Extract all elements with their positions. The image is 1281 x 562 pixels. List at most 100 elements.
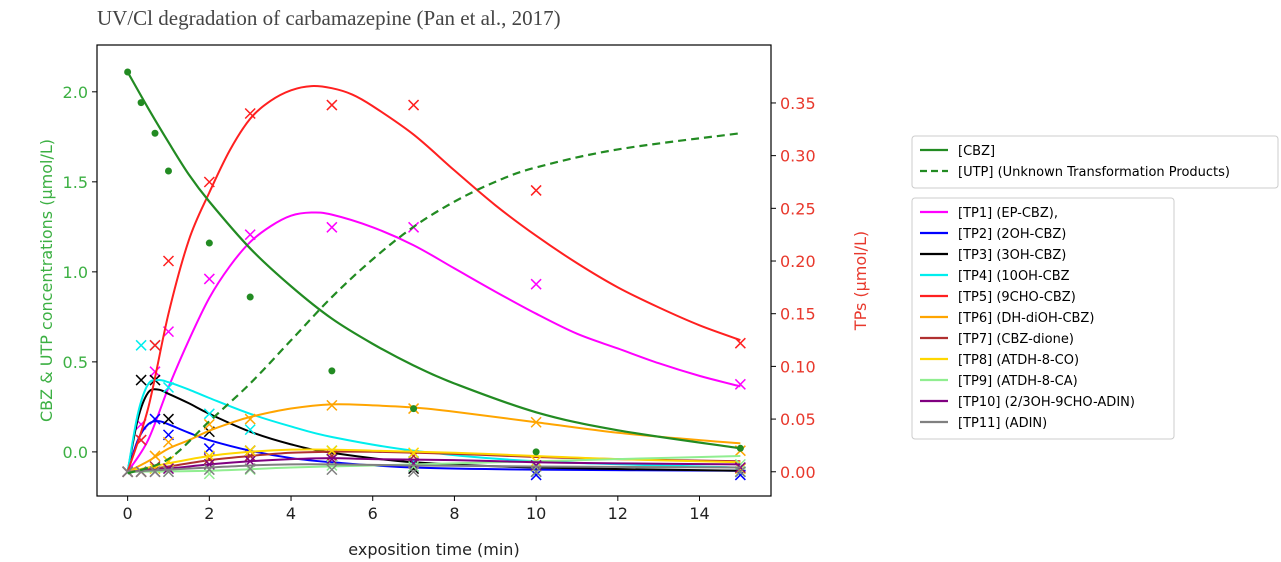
- data-point-cbz: [137, 99, 145, 107]
- x-tick-label: 8: [449, 504, 459, 523]
- series-line-tp8-atdh-8-co: [127, 448, 741, 473]
- legend-entry-cbz: [CBZ]: [958, 144, 995, 159]
- x-tick-label: 12: [608, 504, 628, 523]
- legend-cbz-utp: [CBZ] [UTP] (Unknown Transformation Produ…: [911, 135, 1279, 189]
- data-point-tp5-9cho-cbz: [244, 107, 256, 120]
- x-tick-label: 14: [689, 504, 709, 523]
- data-point-tp11-adin: [203, 464, 215, 476]
- data-point-tp3-3oh-cbz: [135, 374, 147, 386]
- data-point-tp8-atdh-8-co: [408, 447, 420, 459]
- series-line-tp6-dh-dioh-cbz: [127, 403, 741, 473]
- data-point-tp5-9cho-cbz: [135, 434, 147, 446]
- data-point-tp5-9cho-cbz: [408, 99, 420, 111]
- data-point-tp6-dh-dioh-cbz: [149, 450, 161, 462]
- legend-entry-tp8-atdh-8-co: [TP8] (ATDH-8-CO): [958, 353, 1079, 368]
- data-point-tp11-adin: [162, 466, 175, 478]
- y-right-tick-label: 0.35: [780, 94, 816, 113]
- data-point-tp5-9cho-cbz: [162, 255, 175, 267]
- y-left-tick-label: 0.5: [63, 353, 88, 372]
- x-tick-label: 6: [368, 504, 378, 523]
- y-right-tick-label: 0.20: [780, 252, 816, 271]
- x-axis-label: exposition time (min): [348, 540, 519, 559]
- x-tick-label: 10: [526, 504, 546, 523]
- data-point-tp2-2oh-cbz: [149, 413, 161, 425]
- axes: 0 2 4 6 8 10 12 14 0.0 0.5 1.0 1.5 2.0 0.00 0.05 0.10 0.…: [63, 83, 816, 523]
- data-point-tp5-9cho-cbz: [203, 176, 215, 188]
- data-point-tp5-9cho-cbz: [149, 339, 161, 351]
- data-point-cbz: [328, 367, 336, 375]
- data-point-tp10-2-3oh-9cho-adin: [162, 463, 175, 475]
- legend-entry-tp5-9cho-cbz: [TP5] (9CHO-CBZ): [958, 290, 1076, 305]
- x-tick-label: 4: [286, 504, 296, 523]
- data-point-tp1-ep-cbz: [203, 273, 215, 285]
- data-point-tp11-adin: [326, 464, 338, 476]
- data-point-tp5-9cho-cbz: [326, 99, 338, 111]
- y-left-tick-label: 0.0: [63, 443, 88, 462]
- data-point-tp5-9cho-cbz: [530, 184, 542, 196]
- legend-entry-utp-unknown-transformation-products: [UTP] (Unknown Transformation Products): [958, 165, 1230, 180]
- data-point-tp1-ep-cbz: [244, 229, 256, 241]
- y-right-tick-label: 0.10: [780, 357, 816, 376]
- data-point-tp2-2oh-cbz: [530, 469, 542, 481]
- plot-frame: [96, 44, 772, 497]
- data-point-tp4-10oh-cbz: [162, 381, 175, 393]
- data-point-tp6-dh-dioh-cbz: [530, 416, 542, 428]
- series-line-tp9-atdh-8-ca: [127, 454, 741, 473]
- y-axis-left-label: CBZ & UTP concentrations (µmol/L): [37, 139, 56, 422]
- legend-entry-tp9-atdh-8-ca: [TP9] (ATDH-8-CA): [958, 374, 1078, 389]
- data-point-tp10-2-3oh-9cho-adin: [408, 457, 420, 469]
- data-point-tp9-atdh-8-ca: [203, 468, 215, 480]
- data-point-cbz: [124, 68, 132, 76]
- data-point-tp1-ep-cbz: [734, 378, 746, 390]
- legend-entry-tp1-ep-cbz: [TP1] (EP-CBZ),: [958, 206, 1058, 221]
- series-line-tp5-9cho-cbz: [126, 85, 741, 473]
- plot-area: [122, 68, 746, 481]
- data-point-tp10-2-3oh-9cho-adin: [326, 453, 338, 465]
- data-point-tp6-dh-dioh-cbz: [244, 413, 256, 425]
- data-point-tp6-dh-dioh-cbz: [326, 399, 338, 411]
- x-tick-label: 2: [204, 504, 214, 523]
- y-right-tick-label: 0.25: [780, 199, 816, 218]
- legend-entry-tp2-2oh-cbz: [TP2] (2OH-CBZ): [958, 227, 1066, 242]
- y-right-tick-label: 0.15: [780, 305, 816, 324]
- data-point-tp4-10oh-cbz: [244, 424, 256, 436]
- x-tick-label: 0: [123, 504, 133, 523]
- data-point-tp11-adin: [530, 466, 542, 478]
- data-point-tp7-cbz-dione: [326, 450, 338, 462]
- legend-entry-tp3-3oh-cbz: [TP3] (3OH-CBZ): [958, 248, 1066, 263]
- data-point-tp4-10oh-cbz: [135, 339, 147, 351]
- legend-entry-tp10-2-3oh-9cho-adin: [TP10] (2/3OH-9CHO-ADIN): [958, 395, 1135, 410]
- y-right-tick-label: 0.00: [780, 463, 816, 482]
- data-point-tp1-ep-cbz: [326, 221, 338, 233]
- legend-frame: [911, 197, 1175, 440]
- data-point-tp11-adin: [244, 463, 256, 475]
- y-axis-right-label: TPs (µmol/L): [851, 231, 870, 331]
- legend-entry-tp11-adin: [TP11] (ADIN): [958, 416, 1047, 431]
- y-left-tick-label: 1.0: [63, 263, 88, 282]
- y-right-tick-label: 0.30: [780, 147, 816, 166]
- data-point-tp5-9cho-cbz: [734, 337, 746, 349]
- legend-entry-tp7-cbz-dione: [TP7] (CBZ-dione): [958, 332, 1074, 347]
- data-point-tp8-atdh-8-co: [244, 445, 256, 457]
- legend-entry-tp4-10oh-cbz: [TP4] (10OH-CBZ: [958, 269, 1070, 284]
- y-left-tick-label: 1.5: [63, 173, 88, 192]
- legend-entry-tp6-dh-dioh-cbz: [TP6] (DH-diOH-CBZ): [958, 311, 1094, 326]
- data-point-cbz: [532, 448, 540, 456]
- data-point-tp9-atdh-8-ca: [408, 460, 420, 473]
- series-line-tp1-ep-cbz: [126, 211, 741, 473]
- data-point-tp1-ep-cbz: [530, 278, 542, 290]
- data-point-tp1-ep-cbz: [149, 366, 161, 378]
- data-point-tp11-adin: [122, 466, 134, 478]
- series-line-utp-unknown-transformation-products: [127, 132, 741, 475]
- legend-tps: [TP1] (EP-CBZ), [TP2] (2OH-CBZ) [TP3] (3OH…: [911, 197, 1175, 440]
- y-right-tick-label: 0.05: [780, 410, 816, 429]
- data-point-cbz: [205, 239, 213, 247]
- legend-frame: [911, 135, 1279, 189]
- data-point-tp3-3oh-cbz: [162, 413, 175, 425]
- data-point-cbz: [736, 444, 744, 452]
- data-point-tp8-atdh-8-co: [326, 445, 338, 457]
- data-point-cbz: [164, 167, 172, 175]
- data-point-tp11-adin: [408, 466, 420, 478]
- series-line-tp2-2oh-cbz: [126, 420, 741, 473]
